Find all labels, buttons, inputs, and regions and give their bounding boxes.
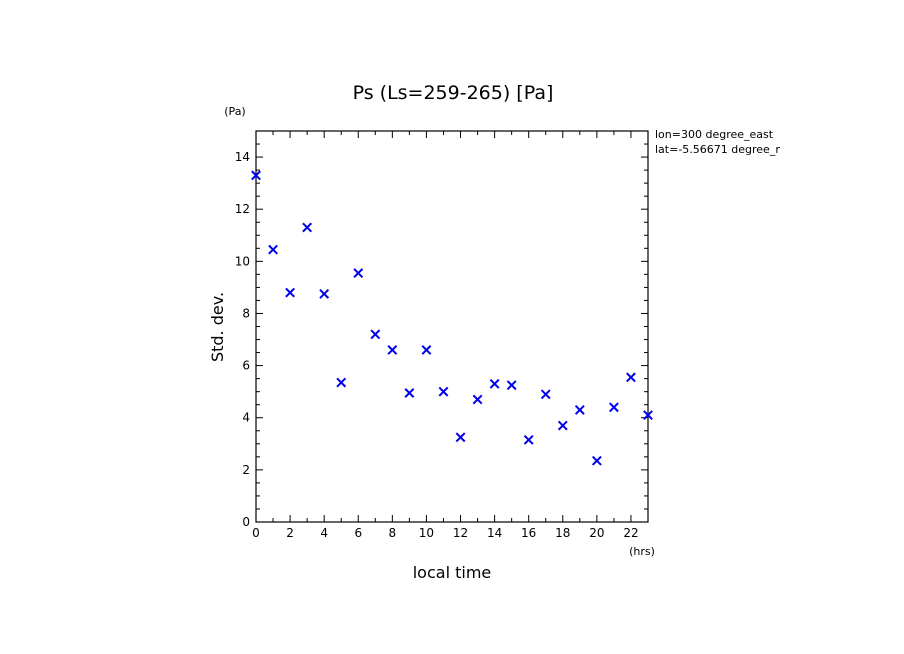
x-tick-label: 14 — [487, 526, 502, 540]
plot-frame — [255, 130, 649, 523]
y-tick-label: 4 — [242, 411, 250, 425]
data-point — [506, 380, 517, 391]
data-point — [387, 345, 398, 355]
annotation-latitude: lat=-5.56671 degree_north — [655, 143, 805, 156]
y-tick-label: 2 — [242, 463, 250, 477]
data-point — [251, 170, 261, 181]
y-tick-label: 6 — [242, 359, 250, 373]
data-point — [608, 402, 619, 413]
tick-labels: 0 2 4 6 8 10 12 14 16 18 20 22 0 2 4 6 8 10 12 14 — [235, 150, 639, 540]
data-point — [421, 345, 432, 355]
x-tick-label: 22 — [623, 526, 638, 540]
data-point — [438, 386, 449, 397]
x-axis-label: local time — [413, 563, 492, 582]
x-tick-label: 18 — [555, 526, 570, 540]
y-tick-label: 8 — [242, 306, 250, 320]
plot-frame-rect — [255, 130, 649, 523]
x-axis-unit: (hrs) — [629, 545, 655, 558]
data-point — [370, 329, 381, 340]
x-tick-label: 8 — [389, 526, 397, 540]
y-tick-label: 12 — [235, 202, 250, 216]
x-tick-label: 16 — [521, 526, 536, 540]
y-tick-label: 14 — [235, 150, 250, 164]
data-point — [574, 404, 585, 415]
data-point — [643, 410, 653, 421]
data-point — [557, 420, 568, 431]
data-point — [302, 222, 313, 233]
axis-ticks — [255, 130, 649, 523]
data-point — [626, 372, 636, 383]
data-points — [251, 170, 653, 466]
annotations: lon=300 degree_east lat=-5.56671 degree_… — [655, 128, 805, 156]
data-point — [472, 394, 483, 405]
annotation-longitude: lon=300 degree_east — [655, 128, 774, 141]
x-tick-label: 20 — [589, 526, 604, 540]
data-point — [336, 377, 347, 388]
x-tick-label: 4 — [320, 526, 328, 540]
data-point — [523, 434, 534, 445]
data-point — [353, 268, 364, 278]
x-tick-label: 0 — [252, 526, 260, 540]
y-tick-label: 10 — [235, 254, 250, 268]
x-tick-label: 10 — [419, 526, 434, 540]
x-tick-label: 6 — [354, 526, 362, 540]
x-tick-label: 2 — [286, 526, 294, 540]
y-axis-label: Std. dev. — [208, 292, 227, 362]
data-point — [489, 378, 500, 389]
y-axis-unit: (Pa) — [224, 105, 245, 118]
data-point — [591, 455, 602, 466]
y-tick-label: 0 — [242, 515, 250, 529]
data-point — [540, 389, 551, 400]
chart-title: Ps (Ls=259-265) [Pa] — [353, 82, 554, 104]
data-point — [455, 432, 466, 443]
data-point — [285, 287, 296, 298]
data-point — [319, 289, 330, 299]
data-point — [268, 244, 278, 255]
data-point — [404, 388, 415, 398]
x-tick-label: 12 — [453, 526, 468, 540]
